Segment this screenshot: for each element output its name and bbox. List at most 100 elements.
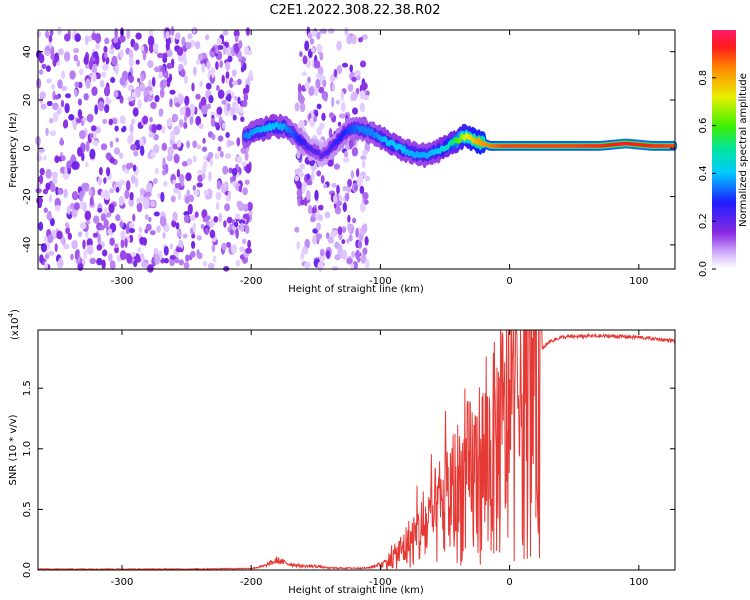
noise-blob — [77, 81, 83, 89]
noise-blob — [186, 189, 190, 196]
noise-blob — [142, 115, 149, 125]
noise-blob — [294, 102, 300, 112]
noise-blob — [240, 147, 247, 154]
noise-blob — [359, 60, 367, 68]
noise-blob — [141, 261, 148, 268]
noise-blob — [181, 36, 186, 46]
noise-blob — [192, 155, 197, 163]
noise-blob — [333, 163, 340, 170]
noise-blob — [221, 74, 225, 84]
noise-blob — [118, 152, 124, 159]
snr-x-tick-label: 100 — [629, 577, 648, 588]
noise-blob — [361, 159, 366, 169]
noise-blob — [325, 232, 330, 240]
noise-blob — [154, 254, 161, 265]
noise-blob — [105, 152, 112, 160]
svg-text:(x104): (x104) — [7, 309, 21, 340]
noise-blob — [103, 219, 109, 229]
noise-blob — [242, 238, 247, 244]
noise-blob — [162, 232, 166, 239]
noise-blob — [75, 118, 82, 124]
noise-blob — [91, 86, 98, 96]
noise-blob — [191, 240, 196, 249]
noise-blob — [128, 49, 134, 60]
noise-blob — [148, 29, 154, 38]
noise-blob — [38, 221, 44, 231]
noise-blob — [224, 153, 232, 159]
noise-blob — [163, 257, 169, 264]
noise-blob — [247, 239, 252, 249]
noise-blob — [298, 95, 305, 104]
noise-blob — [350, 170, 355, 179]
noise-blob — [176, 47, 184, 56]
snr-series-line — [37, 329, 676, 571]
noise-blob — [136, 197, 141, 204]
noise-blob — [170, 132, 176, 142]
noise-blob — [89, 148, 96, 160]
noise-blob — [97, 176, 102, 186]
noise-blob — [147, 152, 152, 159]
noise-blob — [43, 155, 47, 161]
noise-blob — [42, 188, 49, 195]
noise-blob — [327, 28, 335, 34]
noise-blob — [333, 69, 338, 78]
noise-blob — [129, 123, 134, 134]
noise-blob — [132, 164, 137, 172]
noise-blob — [125, 224, 130, 235]
noise-blob — [204, 227, 209, 236]
noise-blob — [156, 52, 164, 59]
noise-blob — [119, 250, 127, 261]
noise-blob — [131, 118, 136, 125]
colorbar-tick-label: 0.0 — [698, 261, 709, 277]
spectrogram-x-tick-label: -200 — [240, 276, 263, 287]
noise-blob — [139, 253, 145, 264]
noise-blob — [146, 182, 153, 194]
noise-blob — [82, 116, 88, 122]
noise-blob — [297, 172, 304, 178]
noise-blob — [176, 229, 182, 238]
noise-blob — [364, 175, 370, 182]
noise-blob — [130, 251, 137, 257]
noise-blob — [327, 159, 334, 167]
noise-blob — [307, 76, 311, 84]
noise-blob — [66, 205, 71, 215]
noise-blob — [158, 108, 164, 117]
noise-blob — [229, 229, 234, 235]
noise-blob — [64, 222, 70, 228]
noise-blob — [139, 236, 146, 245]
noise-blob — [109, 48, 115, 55]
noise-blob — [104, 37, 110, 45]
noise-blob — [51, 83, 55, 91]
noise-blob — [114, 27, 118, 38]
noise-blob — [109, 237, 115, 246]
noise-blob — [230, 106, 236, 115]
noise-blob — [312, 228, 319, 234]
noise-blob — [153, 177, 158, 185]
noise-blob — [196, 182, 203, 188]
noise-blob — [237, 96, 241, 105]
noise-blob — [324, 211, 331, 219]
noise-blob — [192, 140, 197, 149]
noise-blob — [183, 56, 188, 66]
signal-cell — [336, 139, 340, 146]
noise-blob — [158, 71, 163, 79]
noise-blob — [346, 238, 350, 244]
noise-blob — [195, 115, 202, 126]
noise-blob — [159, 87, 165, 99]
noise-blob — [193, 66, 197, 76]
noise-blob — [347, 214, 351, 223]
noise-blob — [211, 244, 216, 253]
noise-blob — [120, 238, 125, 249]
noise-blob — [217, 45, 224, 50]
noise-blob — [64, 33, 71, 42]
noise-blob — [331, 83, 335, 92]
noise-blob — [359, 185, 365, 195]
noise-blob — [45, 30, 50, 39]
noise-blob — [344, 27, 349, 36]
noise-blob — [48, 193, 53, 203]
noise-blob — [162, 157, 166, 168]
noise-blob — [110, 77, 116, 83]
noise-blob — [73, 47, 80, 54]
noise-blob — [45, 182, 51, 191]
noise-blob — [311, 29, 317, 37]
